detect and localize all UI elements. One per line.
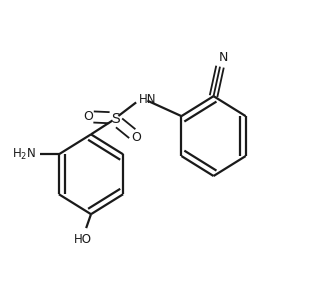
Text: O: O <box>131 131 141 144</box>
Text: HN: HN <box>139 93 157 106</box>
Text: H$_2$N: H$_2$N <box>12 147 36 162</box>
Text: S: S <box>111 112 119 126</box>
Text: N: N <box>219 52 228 64</box>
Text: HO: HO <box>74 233 92 246</box>
Text: O: O <box>83 110 93 123</box>
